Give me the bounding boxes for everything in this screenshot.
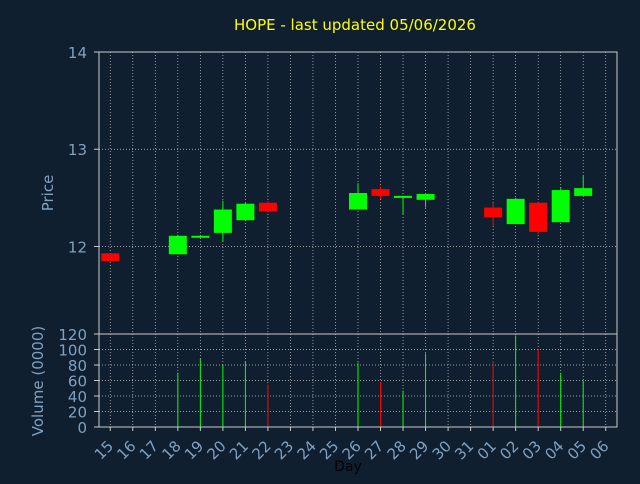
candle-body bbox=[258, 202, 277, 212]
price-ytick-label: 14 bbox=[68, 44, 87, 62]
candle-body bbox=[236, 203, 255, 221]
volume-ytick-label: 20 bbox=[68, 404, 87, 422]
candle-body bbox=[551, 190, 570, 223]
candle-body bbox=[416, 193, 435, 200]
x-tick-label: 06 bbox=[586, 437, 612, 463]
price-panel: 12 13 14 Price bbox=[39, 44, 618, 335]
volume-ytick-label: 80 bbox=[68, 357, 87, 375]
volume-axis-label: Volume (0000) bbox=[29, 326, 47, 436]
candle-body bbox=[101, 253, 120, 262]
candle-body bbox=[168, 235, 187, 255]
price-ytick-label: 13 bbox=[68, 141, 87, 159]
candle-body bbox=[191, 235, 210, 238]
volume-ytick-label: 120 bbox=[58, 326, 87, 344]
candle-body bbox=[349, 193, 367, 210]
candle-body bbox=[213, 209, 232, 233]
volume-ytick-label: 100 bbox=[58, 342, 87, 360]
candle-body bbox=[484, 207, 503, 218]
candle-body bbox=[394, 195, 413, 198]
volume-ytick-label: 0 bbox=[77, 419, 87, 437]
x-axis-label: Day bbox=[334, 459, 362, 475]
candle-body bbox=[529, 202, 548, 232]
candle-body bbox=[574, 188, 593, 196]
candle-body bbox=[371, 189, 390, 196]
price-axis-label: Price bbox=[39, 175, 57, 212]
chart-title: HOPE - last updated 05/06/2026 bbox=[234, 16, 476, 34]
candle-body bbox=[506, 198, 525, 225]
volume-ytick-label: 40 bbox=[68, 388, 87, 406]
price-ytick-label: 12 bbox=[68, 238, 87, 256]
volume-ytick-label: 60 bbox=[68, 373, 87, 391]
